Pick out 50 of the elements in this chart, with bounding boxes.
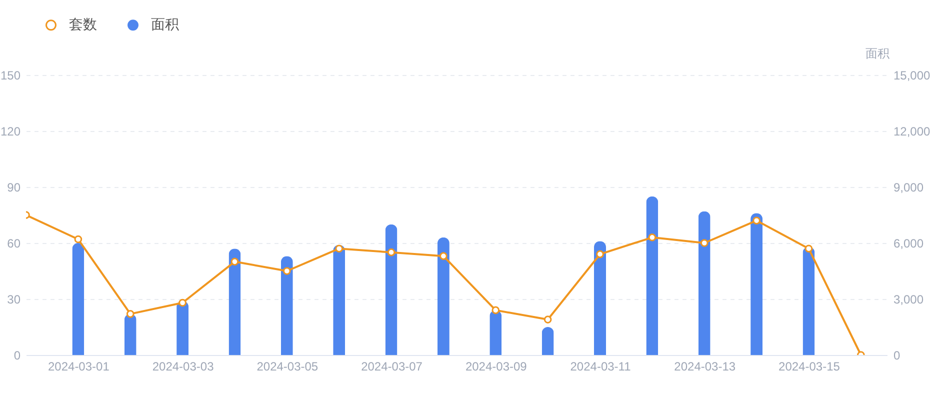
bar	[437, 237, 450, 355]
x-tick-label: 2024-03-03	[152, 360, 214, 374]
bar	[333, 244, 346, 355]
point	[178, 298, 186, 307]
y2-tick-label: 12,000	[894, 124, 931, 138]
x-tick-label: 2024-03-07	[361, 360, 423, 374]
x-tick-label: 2024-03-15	[778, 360, 840, 374]
y-tick-label: 30	[7, 292, 21, 306]
bar	[72, 243, 84, 355]
point	[804, 244, 813, 253]
y-tick-label: 90	[7, 180, 21, 194]
y-tick-label: 0	[14, 348, 21, 362]
point	[282, 267, 291, 275]
point	[335, 244, 344, 253]
bar	[646, 196, 658, 355]
y2-tick-label: 3,000	[894, 292, 924, 306]
x-tick-label: 2024-03-09	[465, 360, 528, 374]
y2-tick-label: 0	[894, 348, 900, 362]
bar	[698, 211, 710, 355]
y2-tick-label: 9,000	[894, 180, 924, 194]
x-tick-label: 2024-03-13	[674, 360, 736, 374]
point	[752, 216, 760, 225]
point	[440, 252, 448, 260]
point	[126, 310, 134, 318]
legend-label: 套数	[69, 16, 97, 32]
bar	[542, 327, 554, 355]
bar	[228, 248, 241, 355]
x-tick-label: 2024-03-01	[48, 360, 110, 374]
point	[387, 248, 396, 256]
point	[648, 233, 656, 242]
y2-axis-title: 面积	[866, 46, 890, 60]
y-tick-label: 150	[0, 68, 21, 82]
point	[492, 306, 500, 314]
bar	[750, 213, 763, 355]
bar	[385, 224, 398, 355]
point	[596, 250, 604, 258]
bar	[594, 241, 606, 355]
point	[544, 316, 552, 324]
y-tick-label: 120	[0, 124, 21, 138]
bar	[280, 256, 293, 355]
point	[74, 235, 82, 244]
x-tick-label: 2024-03-05	[256, 360, 318, 374]
y2-tick-label: 6,000	[894, 236, 924, 250]
x-tick-label: 2024-03-11	[570, 360, 632, 374]
y-tick-label: 60	[7, 236, 21, 250]
legend-label: 面积	[151, 16, 179, 32]
point	[700, 239, 708, 247]
point	[230, 258, 239, 266]
bar	[802, 246, 815, 355]
y2-tick-label: 15,000	[894, 68, 931, 82]
